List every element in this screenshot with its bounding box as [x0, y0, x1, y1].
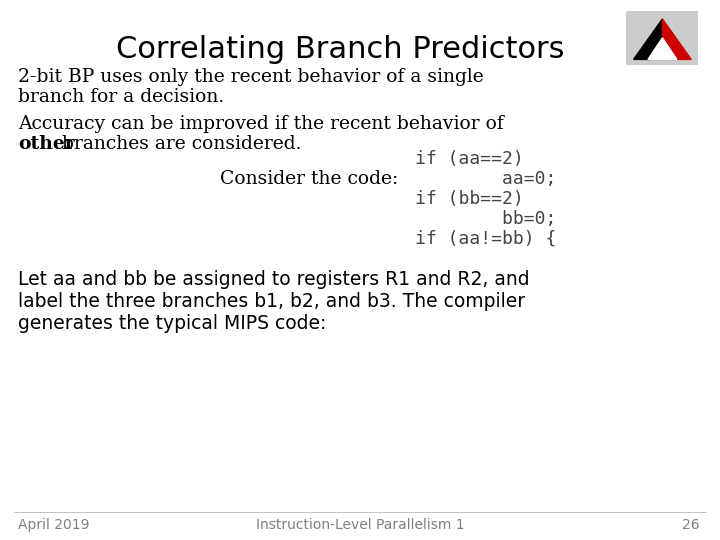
- Text: Consider the code:: Consider the code:: [220, 170, 398, 188]
- Polygon shape: [648, 38, 677, 59]
- Text: Instruction-Level Parallelism 1: Instruction-Level Parallelism 1: [256, 518, 464, 532]
- Text: bb=0;: bb=0;: [415, 210, 557, 228]
- Text: Let aa and bb be assigned to registers R1 and R2, and: Let aa and bb be assigned to registers R…: [18, 270, 530, 289]
- Text: aa=0;: aa=0;: [415, 170, 557, 188]
- Text: label the three branches b1, b2, and b3. The compiler: label the three branches b1, b2, and b3.…: [18, 292, 525, 311]
- Text: if (aa==2): if (aa==2): [415, 150, 523, 168]
- Polygon shape: [662, 19, 691, 59]
- Text: 2-bit BP uses only the recent behavior of a single: 2-bit BP uses only the recent behavior o…: [18, 68, 484, 86]
- Text: Correlating Branch Predictors: Correlating Branch Predictors: [116, 35, 564, 64]
- Text: branches are considered.: branches are considered.: [56, 135, 302, 153]
- Text: if (bb==2): if (bb==2): [415, 190, 523, 208]
- Text: other: other: [18, 135, 75, 153]
- Text: branch for a decision.: branch for a decision.: [18, 88, 224, 106]
- Text: April 2019: April 2019: [18, 518, 89, 532]
- Text: Accuracy can be improved if the recent behavior of: Accuracy can be improved if the recent b…: [18, 115, 504, 133]
- Text: generates the typical MIPS code:: generates the typical MIPS code:: [18, 314, 326, 333]
- Polygon shape: [634, 19, 662, 59]
- Text: 26: 26: [683, 518, 700, 532]
- Text: if (aa!=bb) {: if (aa!=bb) {: [415, 230, 557, 248]
